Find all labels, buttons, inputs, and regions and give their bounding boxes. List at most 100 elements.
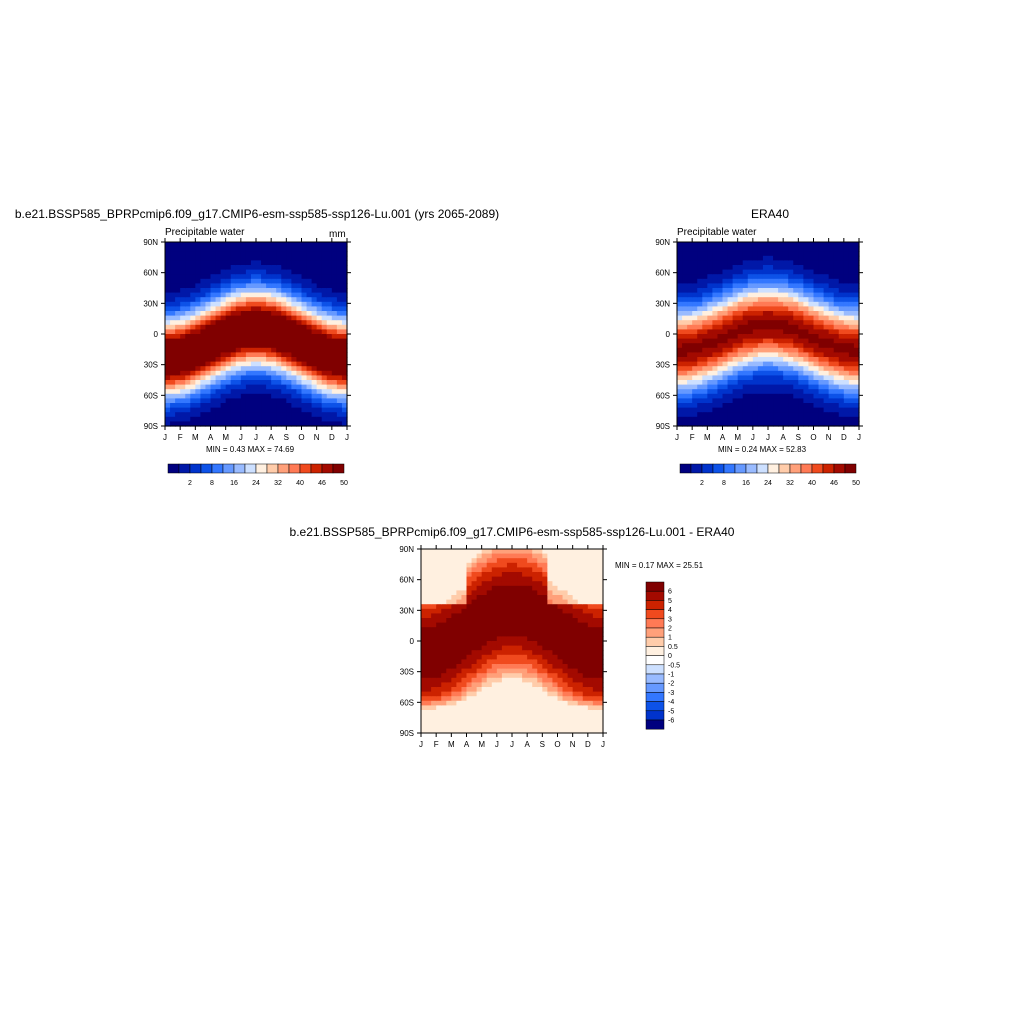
field-cell (592, 668, 599, 674)
field-cell (451, 562, 457, 568)
field-cell (185, 269, 191, 275)
field-cell (722, 255, 729, 261)
field-cell (326, 297, 333, 303)
field-cell (276, 320, 282, 326)
field-cell (788, 357, 794, 363)
field-cell (245, 311, 252, 317)
field-cell (491, 585, 498, 591)
field-cell (336, 347, 343, 353)
field-cell (527, 608, 533, 614)
field-cell (471, 710, 478, 716)
field-cell (331, 274, 338, 280)
field-cell (762, 407, 769, 413)
field-cell (461, 549, 468, 555)
field-cell (180, 260, 186, 266)
field-cell (813, 407, 820, 413)
field-cell (773, 283, 779, 289)
field-cell (190, 352, 196, 358)
colorbar-box (288, 463, 301, 474)
field-cell (326, 242, 333, 248)
field-cell (687, 242, 693, 248)
field-cell (436, 608, 442, 614)
field-cell (271, 320, 277, 326)
field-cell (250, 389, 257, 395)
field-cell (336, 357, 343, 363)
x-tick-label: S (284, 433, 289, 442)
field-cell (517, 696, 523, 702)
field-cell (677, 265, 683, 271)
field-cell (321, 366, 328, 372)
field-cell (697, 366, 703, 372)
field-cell (557, 590, 564, 596)
field-cell (838, 265, 845, 271)
field-cell (697, 251, 703, 257)
field-cell (727, 283, 734, 289)
field-cell (572, 668, 579, 674)
field-cell (190, 260, 196, 266)
field-cell (466, 696, 473, 702)
field-cell (250, 407, 257, 413)
field-cell (426, 590, 432, 596)
field-cell (220, 393, 227, 399)
field-cell (506, 691, 513, 697)
field-cell (697, 301, 703, 307)
field-cell (742, 288, 749, 294)
field-cell (235, 421, 242, 427)
field-cell (707, 292, 713, 298)
field-cell (532, 710, 538, 716)
panel2-min-max: MIN = 0.24 MAX = 52.83 (718, 445, 807, 454)
field-cell (677, 315, 683, 321)
field-cell (803, 278, 810, 284)
field-cell (271, 403, 277, 409)
field-cell (788, 370, 794, 376)
field-cell (517, 664, 523, 670)
field-cell (813, 338, 820, 344)
field-cell (446, 636, 452, 642)
field-cell (271, 246, 277, 252)
field-cell (838, 384, 845, 390)
field-cell (793, 421, 799, 427)
field-cell (301, 315, 308, 321)
field-cell (261, 338, 267, 344)
field-cell (818, 389, 825, 395)
field-cell (245, 416, 252, 422)
field-cell (687, 380, 693, 386)
field-cell (301, 398, 308, 404)
field-cell (793, 283, 799, 289)
field-cell (577, 627, 584, 633)
field-cell (341, 329, 348, 335)
field-cell (712, 398, 719, 404)
field-cell (527, 723, 533, 729)
field-cell (682, 292, 688, 298)
field-cell (692, 393, 698, 399)
field-cell (220, 315, 227, 321)
field-cell (256, 343, 262, 349)
field-cell (165, 343, 171, 349)
field-cell (486, 664, 493, 670)
field-cell (486, 627, 493, 633)
field-cell (301, 288, 308, 294)
field-cell (732, 329, 739, 335)
field-cell (752, 301, 759, 307)
field-cell (552, 549, 559, 555)
field-cell (235, 352, 242, 358)
field-cell (431, 576, 437, 582)
field-cell (266, 352, 272, 358)
field-cell (737, 343, 744, 349)
field-cell (732, 278, 739, 284)
field-cell (512, 664, 518, 670)
field-cell (501, 549, 508, 555)
field-cell (215, 269, 222, 275)
field-cell (803, 403, 810, 409)
field-cell (577, 700, 584, 706)
field-cell (707, 246, 713, 252)
field-cell (527, 631, 533, 637)
field-cell (823, 255, 830, 261)
field-cell (431, 645, 437, 651)
field-cell (808, 251, 815, 257)
field-cell (803, 265, 810, 271)
field-cell (491, 581, 498, 587)
field-cell (687, 343, 693, 349)
field-cell (517, 595, 523, 601)
field-cell (677, 334, 683, 340)
